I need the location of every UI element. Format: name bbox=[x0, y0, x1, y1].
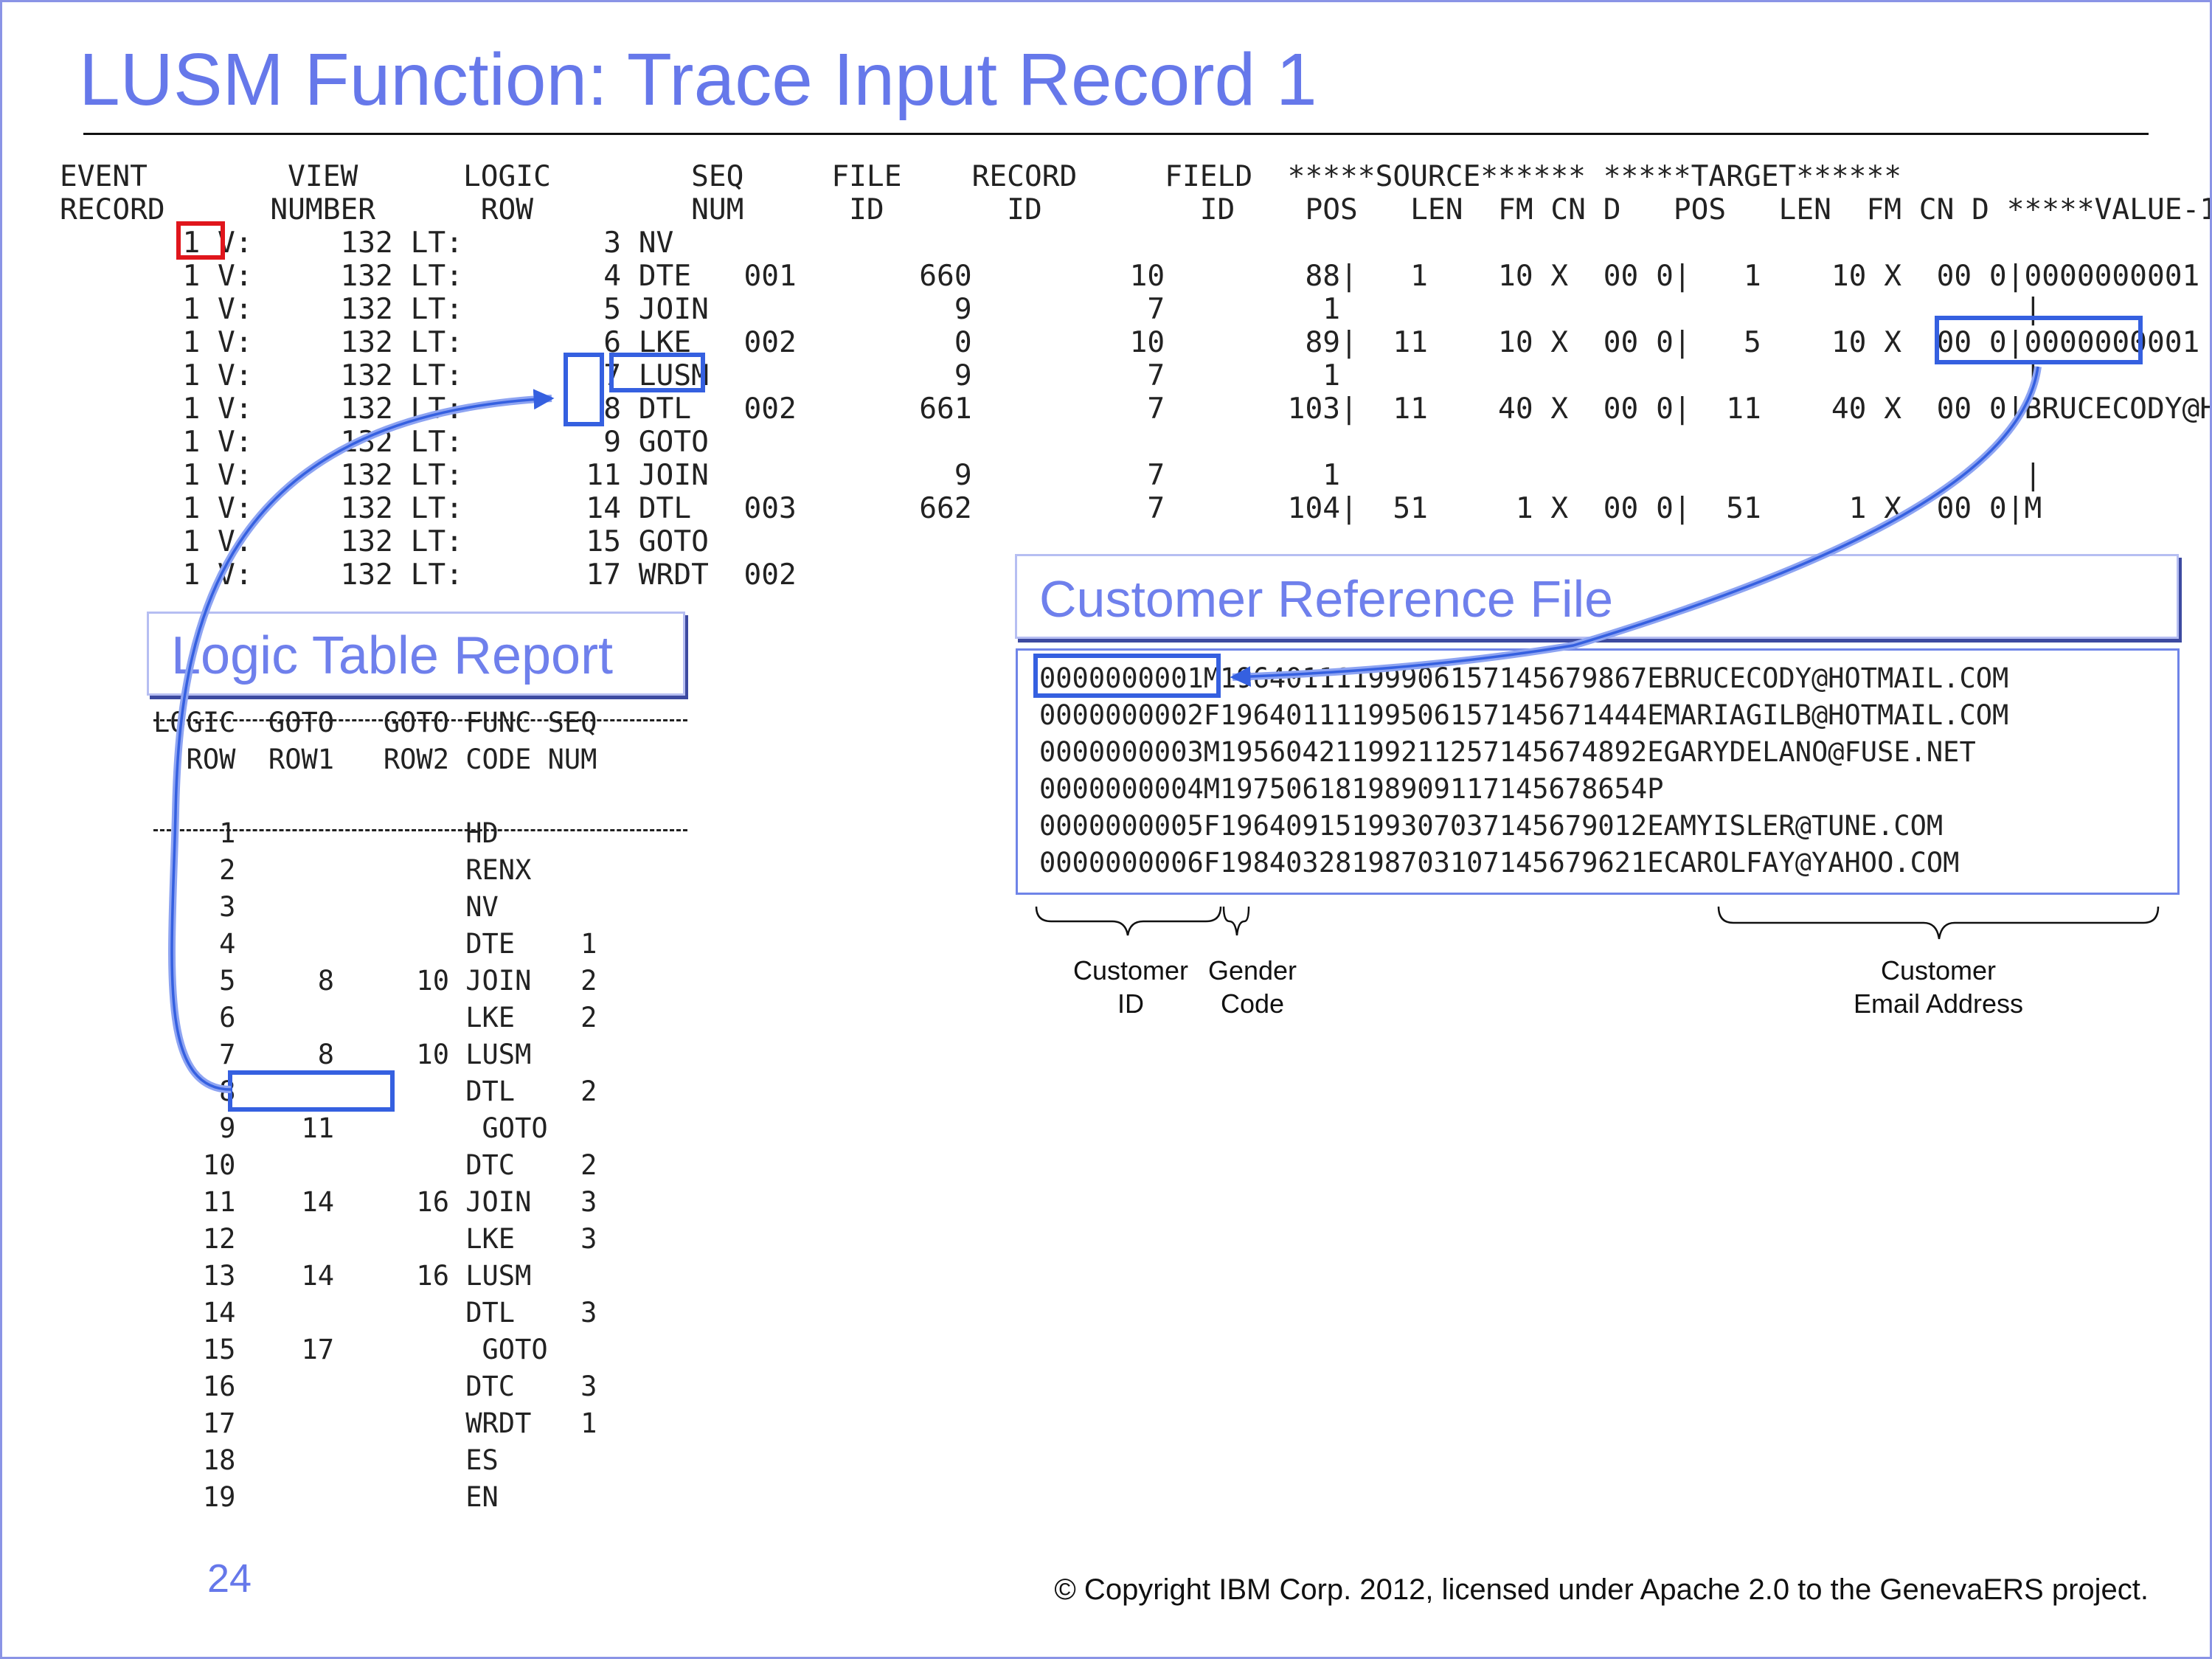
logic-header-line-2: ROW ROW1 ROW2 CODE NUM bbox=[153, 744, 597, 775]
reference-record: 0000000006F19840328198703107145679621ECA… bbox=[1039, 847, 1960, 879]
lt-row-7-8-highlight bbox=[564, 353, 604, 426]
customer-id-highlight bbox=[1033, 654, 1221, 698]
logic-table-rule-bottom bbox=[153, 829, 687, 831]
value-highlight bbox=[1935, 316, 2143, 364]
gender-code-brace bbox=[1222, 906, 1250, 936]
reference-record: 0000000003M19560421199211257145674892EGA… bbox=[1039, 736, 1976, 768]
logic-row: 6 LKE 2 bbox=[153, 1002, 597, 1033]
trace-row: 1 V: 132 LT: 4 DTE 001 660 10 88| 1 10 X… bbox=[60, 259, 2200, 293]
event-record-highlight bbox=[176, 221, 225, 260]
email-address-brace bbox=[1717, 906, 2160, 940]
trace-row: 1 V: 132 LT: 11 JOIN 9 7 1 | bbox=[60, 458, 2042, 492]
logic-row: 4 DTE 1 bbox=[153, 928, 597, 960]
logic-row: 18 ES bbox=[153, 1444, 499, 1476]
reference-record: 0000000001M19640111199906157145679867EBR… bbox=[1039, 662, 2009, 694]
trace-header-line-2: RECORD NUMBER ROW NUM ID ID ID POS LEN F… bbox=[60, 193, 2212, 226]
logic-row: 9 11 GOTO bbox=[153, 1112, 548, 1144]
trace-row: 1 V: 132 LT: 14 DTL 003 662 7 104| 51 1 … bbox=[60, 491, 2042, 525]
lusm-function-highlight bbox=[609, 353, 705, 392]
logic-row: 15 17 GOTO bbox=[153, 1334, 548, 1365]
logic-table-title: Logic Table Report bbox=[147, 612, 685, 696]
reference-record: 0000000005F19640915199307037145679012EAM… bbox=[1039, 810, 1944, 842]
arrow-value-to-record bbox=[1232, 366, 2042, 681]
trace-row: 1 V: 132 LT: 17 WRDT 002 bbox=[60, 558, 797, 592]
trace-row: 1 V: 132 LT: 7 LUSM 9 7 1 | bbox=[60, 359, 2042, 392]
logic-row: 12 LKE 3 bbox=[153, 1223, 597, 1255]
logic-row: 13 14 16 LUSM bbox=[153, 1260, 532, 1292]
arrow-logic-to-trace-core bbox=[170, 389, 555, 1091]
trace-row: 1 V: 132 LT: 9 GOTO bbox=[60, 425, 709, 459]
logic-row: 5 8 10 JOIN 2 bbox=[153, 965, 597, 997]
logic-row: 7 8 10 LUSM bbox=[153, 1039, 532, 1070]
logic-row: 10 DTC 2 bbox=[153, 1149, 597, 1181]
arrow-value-to-record-core bbox=[1230, 366, 2039, 688]
email-address-caption: Customer Email Address bbox=[1853, 955, 2024, 1019]
trace-row: 1 V: 132 LT: 6 LKE 002 0 10 89| 11 10 X … bbox=[60, 325, 2200, 359]
title-underline bbox=[83, 133, 2149, 135]
trace-row: 1 V: 132 LT: 15 GOTO bbox=[60, 524, 709, 558]
logic-row: 2 RENX bbox=[153, 854, 532, 886]
trace-report: EVENT VIEW LOGIC SEQ FILE RECORD FIELD *… bbox=[60, 159, 2212, 592]
customer-reference-records: 0000000001M19640111199906157145679867EBR… bbox=[1039, 660, 2008, 882]
logic-header-line-1: LOGIC GOTO GOTO FUNC SEQ bbox=[153, 707, 597, 738]
logic-row: 19 EN bbox=[153, 1481, 499, 1513]
trace-row: 1 V: 132 LT: 8 DTL 002 661 7 103| 11 40 … bbox=[60, 392, 2212, 426]
gender-code-caption: Gender Code bbox=[1207, 955, 1297, 1019]
arrow-logic-to-trace bbox=[168, 395, 552, 1093]
logic-table: LOGIC GOTO GOTO FUNC SEQ ROW ROW1 ROW2 C… bbox=[153, 704, 597, 1516]
logic-row: 3 NV bbox=[153, 891, 499, 923]
trace-header-line-1: EVENT VIEW LOGIC SEQ FILE RECORD FIELD *… bbox=[60, 159, 1902, 193]
logic-row: 16 DTC 3 bbox=[153, 1371, 597, 1402]
logic-row: 17 WRDT 1 bbox=[153, 1407, 597, 1439]
logic-row: 14 DTL 3 bbox=[153, 1297, 597, 1329]
slide-title: LUSM Function: Trace Input Record 1 bbox=[79, 38, 1317, 121]
logic-row: 1 HD bbox=[153, 817, 499, 849]
reference-record: 0000000002F19640111199506157145671444EMA… bbox=[1039, 699, 2009, 731]
copyright-notice: © Copyright IBM Corp. 2012, licensed und… bbox=[1054, 1573, 2149, 1606]
customer-id-brace bbox=[1035, 906, 1222, 936]
page-number: 24 bbox=[207, 1556, 252, 1601]
customer-id-caption: Customer ID bbox=[1072, 955, 1189, 1019]
logic-table-rule-top bbox=[153, 719, 687, 721]
logic-row: 11 14 16 JOIN 3 bbox=[153, 1186, 597, 1218]
reference-record: 0000000004M197506181989091171456786​54P bbox=[1039, 773, 1664, 805]
customer-reference-box bbox=[1016, 648, 2180, 895]
